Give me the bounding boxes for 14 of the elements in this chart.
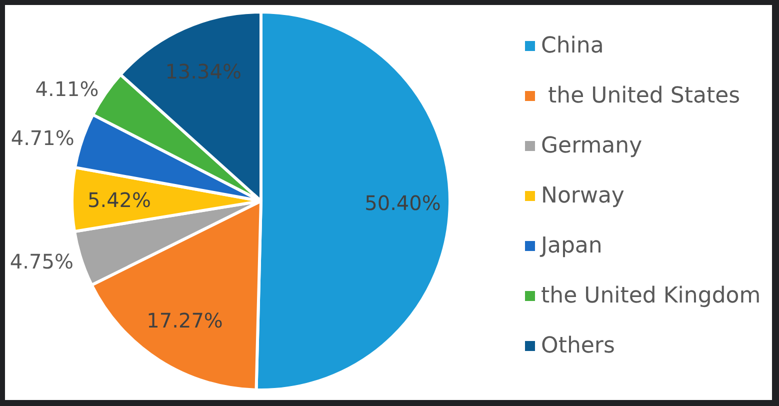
data-label: 5.42% [87, 188, 152, 212]
legend-label: Japan [539, 234, 602, 258]
legend-label: Germany [541, 134, 642, 158]
data-label: 50.40% [364, 190, 441, 215]
data-label: 13.34% [165, 60, 242, 84]
legend-label: the United Kingdom [541, 284, 761, 308]
data-label: 17.27% [146, 308, 223, 333]
data-label: 4.11% [35, 77, 99, 102]
data-label: 4.71% [10, 126, 74, 150]
legend-label: the United States [541, 84, 740, 108]
legend-label: Others [541, 334, 615, 358]
data-label: 4.75% [10, 249, 74, 274]
legend-label: China [541, 34, 604, 58]
legend-label: Norway [541, 184, 624, 208]
